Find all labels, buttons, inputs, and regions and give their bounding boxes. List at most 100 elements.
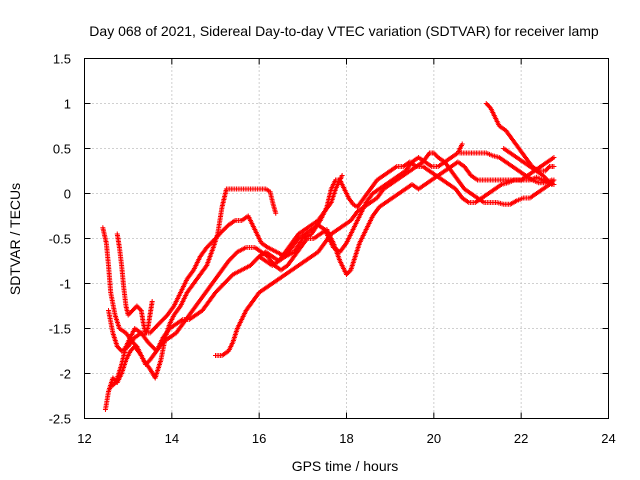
data-point xyxy=(544,166,550,172)
data-point xyxy=(111,376,117,382)
data-series xyxy=(100,101,557,412)
data-point xyxy=(149,299,155,304)
series-track-6 xyxy=(213,155,557,358)
data-point xyxy=(432,151,438,157)
data-point xyxy=(227,275,233,281)
data-point xyxy=(152,324,158,330)
data-point xyxy=(137,306,143,312)
data-point xyxy=(154,323,160,329)
series-track-7 xyxy=(256,141,465,268)
data-point xyxy=(345,270,351,276)
data-point xyxy=(347,268,353,274)
data-point xyxy=(254,256,260,262)
data-point xyxy=(549,177,555,183)
data-point xyxy=(147,341,153,347)
data-point xyxy=(542,175,548,181)
y-tick-label: 1 xyxy=(64,97,71,112)
data-point xyxy=(551,155,557,160)
data-point xyxy=(247,263,253,268)
y-tick-label: -2.5 xyxy=(49,412,71,427)
data-point xyxy=(485,103,491,109)
data-point xyxy=(542,168,548,174)
data-point xyxy=(231,252,237,258)
data-point xyxy=(484,102,490,108)
data-point xyxy=(547,179,553,185)
data-point xyxy=(110,375,116,381)
data-point xyxy=(128,347,134,353)
y-tick-label: 0 xyxy=(64,187,71,202)
data-point xyxy=(206,242,212,248)
data-point xyxy=(127,310,133,316)
data-point xyxy=(226,258,232,264)
y-axis-title: SDTVAR / TECUs xyxy=(7,183,23,295)
data-point xyxy=(148,342,154,348)
data-point xyxy=(148,329,154,335)
data-point xyxy=(150,327,156,333)
data-point xyxy=(208,240,214,246)
data-point xyxy=(162,314,168,320)
series-track-3 xyxy=(108,159,557,390)
data-point xyxy=(160,317,166,322)
x-tick-label: 14 xyxy=(165,431,179,446)
x-axis-title: GPS time / hours xyxy=(292,458,399,474)
data-point xyxy=(226,276,232,282)
x-tick-label: 12 xyxy=(77,431,91,446)
data-point xyxy=(205,243,211,249)
data-point xyxy=(228,256,234,262)
data-point xyxy=(211,237,217,243)
data-point xyxy=(149,344,155,349)
data-point xyxy=(222,279,228,285)
data-point xyxy=(228,274,234,280)
data-point xyxy=(551,164,557,169)
data-point xyxy=(543,176,549,182)
data-point xyxy=(155,322,161,328)
data-point xyxy=(136,305,142,311)
data-point xyxy=(548,180,554,186)
series-track-2 xyxy=(106,150,557,354)
data-point xyxy=(431,150,437,156)
data-point xyxy=(459,141,465,147)
data-point xyxy=(225,277,231,283)
x-axis: 12 14 16 18 20 22 24 xyxy=(77,58,616,446)
data-point xyxy=(116,346,122,352)
data-point xyxy=(135,304,141,310)
data-point xyxy=(339,173,345,178)
data-point xyxy=(156,321,162,327)
data-point xyxy=(229,273,235,279)
y-tick-label: 1.5 xyxy=(53,52,71,67)
series-track-5 xyxy=(114,231,155,336)
y-tick-label: 0.5 xyxy=(53,142,71,157)
data-point xyxy=(544,177,550,183)
data-point xyxy=(223,278,229,284)
x-tick-label: 16 xyxy=(252,431,266,446)
x-tick-label: 22 xyxy=(514,431,528,446)
data-point xyxy=(216,286,222,292)
y-tick-label: -1.5 xyxy=(49,322,71,337)
data-point xyxy=(147,330,153,336)
data-point xyxy=(230,254,236,259)
data-point xyxy=(215,287,221,293)
y-tick-label: -0.5 xyxy=(49,232,71,247)
data-point xyxy=(125,312,131,318)
x-tick-label: 24 xyxy=(601,431,615,446)
data-point xyxy=(250,260,256,266)
data-point xyxy=(112,377,118,383)
data-point xyxy=(543,167,549,173)
data-point xyxy=(227,257,233,263)
data-point xyxy=(132,305,138,311)
data-point xyxy=(204,245,210,250)
data-point xyxy=(159,318,165,324)
data-point xyxy=(128,309,134,315)
data-point xyxy=(251,259,257,265)
data-point xyxy=(232,251,238,257)
data-point xyxy=(249,261,255,267)
data-point xyxy=(540,173,546,178)
data-point xyxy=(157,320,163,326)
y-tick-label: -1 xyxy=(59,277,71,292)
x-tick-label: 18 xyxy=(339,431,353,446)
data-point xyxy=(134,303,140,309)
data-point xyxy=(145,339,151,345)
data-point xyxy=(207,241,213,247)
data-point xyxy=(218,284,224,290)
data-point xyxy=(126,311,132,317)
